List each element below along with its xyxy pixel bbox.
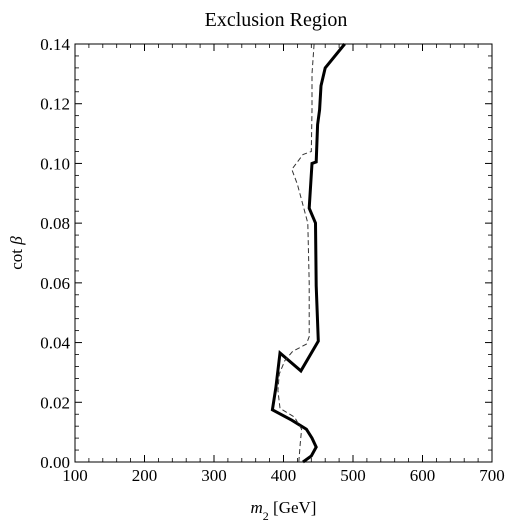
y-axis-label: cot β [7,236,26,270]
x-tick-label: 200 [132,466,158,485]
x-axis-label-sub: 2 [263,509,269,520]
y-tick-label: 0.14 [40,35,70,54]
y-axis-label-prefix: cot [7,245,26,270]
series-line-dashed [277,43,315,463]
x-axis-label: m2 [GeV] [251,498,317,520]
x-tick-label: 100 [62,466,88,485]
x-tick-label: 500 [340,466,366,485]
y-tick-label: 0.00 [40,453,70,472]
y-axis-label-var: β [7,236,26,246]
chart-title: Exclusion Region [205,9,348,31]
x-axis: 100 200 300 400 500 600 700 [62,44,505,485]
x-axis-label-unit: [GeV] [269,498,317,517]
x-tick-label: 700 [479,466,505,485]
y-tick-label: 0.02 [40,393,70,412]
y-tick-label: 0.10 [40,154,70,173]
y-axis: 0.00 0.02 0.04 0.06 0.08 0.10 0.12 0.14 [40,35,492,472]
x-tick-label: 300 [201,466,227,485]
y-tick-label: 0.12 [40,95,70,114]
x-tick-label: 600 [410,466,436,485]
y-tick-label: 0.04 [40,334,70,353]
x-tick-label: 400 [271,466,297,485]
x-axis-label-var: m [251,498,263,517]
y-tick-label: 0.08 [40,214,70,233]
plot-frame [74,43,493,463]
y-tick-label: 0.06 [40,274,70,293]
series-line-solid [270,43,346,464]
series-layer [270,43,346,464]
